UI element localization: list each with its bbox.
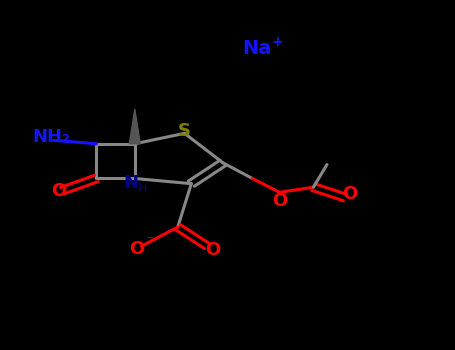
Text: +: +	[272, 35, 283, 49]
Text: O: O	[129, 240, 145, 258]
Text: O: O	[205, 241, 220, 259]
Polygon shape	[129, 109, 140, 144]
Text: H: H	[138, 182, 147, 195]
Text: O: O	[342, 185, 357, 203]
Text: N: N	[124, 174, 139, 192]
Text: ⁻: ⁻	[146, 234, 153, 248]
Text: NH₂: NH₂	[32, 128, 70, 146]
Text: O: O	[272, 192, 287, 210]
Text: S: S	[178, 121, 191, 140]
Text: O: O	[51, 182, 66, 199]
Text: Na: Na	[242, 39, 272, 58]
